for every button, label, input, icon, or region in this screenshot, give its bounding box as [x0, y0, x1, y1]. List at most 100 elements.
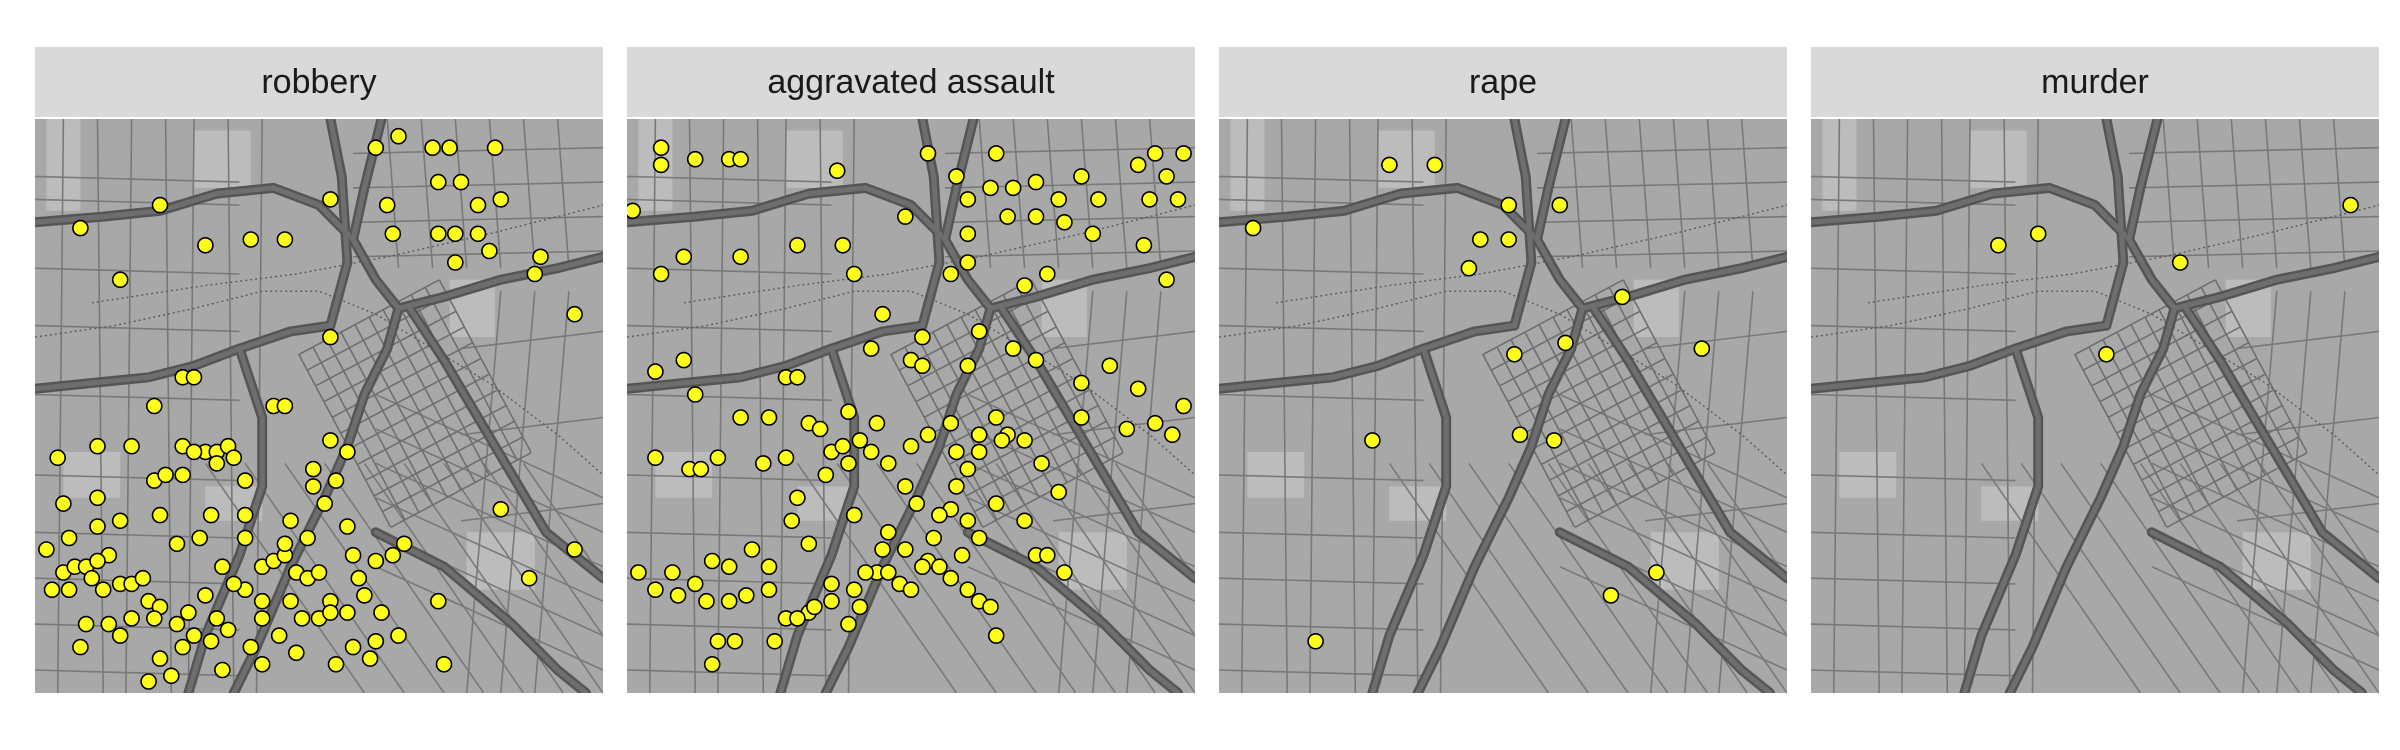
crime-point: [146, 610, 163, 627]
crime-point: [1163, 426, 1181, 444]
crime-point: [840, 615, 857, 633]
crime-point: [429, 173, 447, 191]
crime-point: [970, 323, 988, 340]
crime-point: [948, 168, 965, 185]
crime-point: [874, 305, 891, 323]
crime-point: [703, 655, 721, 673]
crime-points: [1244, 156, 1711, 650]
crime-point: [146, 397, 163, 415]
crime-point: [760, 409, 778, 426]
crime-point: [1038, 546, 1056, 564]
crime-point: [914, 328, 931, 346]
crime-point: [77, 615, 95, 633]
crime-point: [446, 254, 464, 271]
crime-point: [367, 632, 385, 650]
crime-point: [806, 598, 823, 616]
crime-point: [845, 265, 863, 283]
crime-point: [236, 506, 254, 524]
crime-point: [726, 632, 744, 650]
crime-point: [208, 610, 226, 627]
crime-point: [970, 529, 988, 547]
crime-point: [959, 254, 977, 271]
crime-point: [914, 558, 931, 576]
crime-point: [1084, 225, 1102, 243]
map-area[interactable]: [627, 119, 1195, 693]
crime-point: [845, 506, 863, 524]
map-canvas: [627, 119, 1195, 693]
crime-point: [168, 535, 186, 553]
crime-point: [270, 627, 288, 644]
crime-point: [1073, 409, 1090, 426]
crime-point: [738, 587, 755, 604]
crime-point: [322, 328, 339, 346]
crime-point: [111, 627, 129, 644]
crime-point: [1050, 191, 1068, 208]
panel-strip: robbery: [35, 47, 603, 117]
crime-point: [1158, 168, 1175, 185]
crime-points: [627, 139, 1192, 673]
panel-strip: rape: [1219, 47, 1787, 117]
crime-point: [60, 581, 78, 599]
crime-point: [1118, 420, 1136, 438]
crime-point: [800, 535, 818, 553]
crime-point: [72, 219, 89, 237]
crime-point: [49, 449, 67, 467]
crime-point: [316, 495, 334, 512]
crime-point: [987, 627, 1005, 644]
crime-point: [174, 466, 191, 484]
crime-point: [123, 610, 140, 627]
crime-point: [89, 489, 106, 507]
crime-point: [339, 443, 356, 461]
crime-point: [669, 587, 687, 604]
crime-point: [647, 363, 664, 380]
crime-point: [566, 541, 583, 558]
crime-point: [293, 610, 311, 627]
crime-point: [236, 529, 254, 547]
crime-point: [492, 191, 510, 208]
crime-point: [1050, 483, 1068, 501]
crime-point: [361, 650, 379, 667]
crime-point: [304, 478, 322, 495]
crime-point: [982, 598, 999, 616]
crime-point: [287, 644, 305, 662]
panel-aggravated-assault: aggravated assault: [627, 47, 1195, 693]
crime-point: [987, 145, 1005, 162]
crime-point: [703, 552, 721, 570]
crime-point: [566, 305, 583, 323]
crime-point: [282, 512, 299, 530]
map-area[interactable]: [1811, 119, 2379, 693]
crime-point: [310, 564, 328, 581]
crime-point: [140, 673, 157, 690]
crime-point: [1135, 237, 1153, 254]
crime-point: [1129, 156, 1147, 174]
crime-point: [168, 615, 186, 633]
crime-point: [1027, 173, 1045, 191]
crime-point: [282, 592, 299, 610]
crime-point: [789, 610, 806, 627]
map-area[interactable]: [1219, 119, 1787, 693]
crime-point: [811, 420, 829, 438]
crime-point: [1090, 191, 1107, 208]
crime-point: [908, 495, 926, 512]
crime-point: [845, 581, 863, 599]
crime-point: [38, 541, 55, 558]
crime-point: [327, 472, 345, 489]
crime-point: [134, 569, 152, 587]
panel-robbery: robbery: [35, 47, 603, 693]
crime-point: [276, 231, 294, 248]
crime-point: [1613, 288, 1631, 306]
crime-point: [111, 271, 129, 288]
map-area[interactable]: [35, 119, 603, 693]
crime-point: [652, 265, 670, 283]
crime-point: [857, 564, 874, 581]
crime-point: [322, 604, 339, 621]
crime-point: [732, 248, 749, 266]
crime-point: [526, 265, 544, 283]
crime-point: [43, 581, 61, 599]
crime-point: [1175, 145, 1192, 162]
crime-point: [1175, 397, 1192, 415]
crime-point: [350, 569, 368, 587]
crime-point: [322, 191, 339, 208]
crime-point: [1511, 426, 1529, 444]
crime-point: [1426, 156, 1444, 174]
